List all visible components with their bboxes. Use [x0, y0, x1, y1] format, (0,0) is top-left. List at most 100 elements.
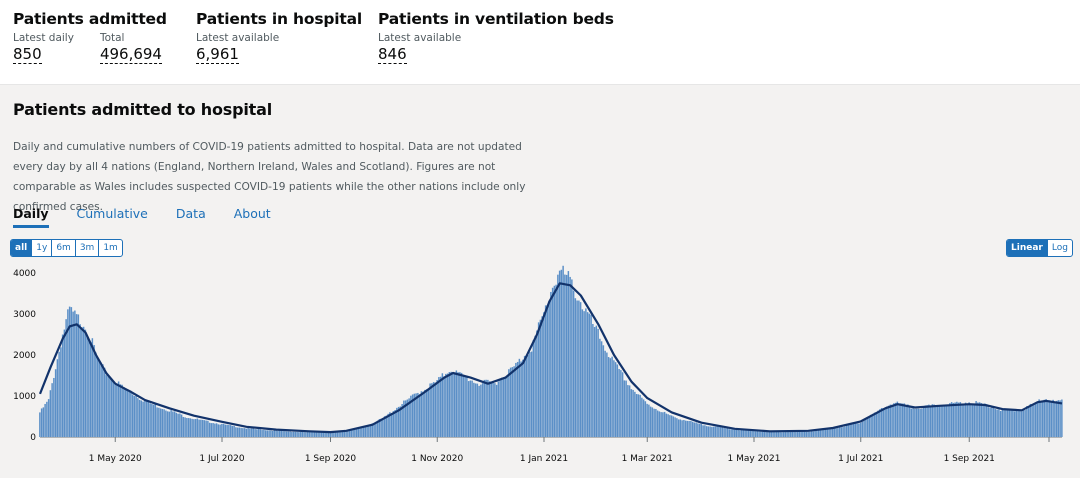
- daily-bar: [896, 401, 899, 437]
- daily-bar: [544, 305, 547, 437]
- daily-bar: [163, 409, 165, 437]
- daily-bar: [268, 430, 270, 437]
- daily-bar: [336, 431, 339, 437]
- range-all-button[interactable]: all: [11, 240, 32, 256]
- daily-bar: [354, 428, 356, 437]
- daily-bar: [128, 390, 130, 437]
- daily-bar: [982, 403, 984, 437]
- daily-bar: [436, 380, 438, 437]
- daily-bar: [215, 423, 218, 437]
- daily-bar: [1043, 399, 1046, 437]
- daily-bar: [943, 406, 946, 437]
- range-3m-button[interactable]: 3m: [74, 240, 99, 256]
- daily-bar: [754, 431, 757, 437]
- daily-bar: [303, 432, 305, 437]
- tab-data[interactable]: Data: [175, 206, 206, 221]
- daily-bar: [509, 367, 512, 437]
- daily-bar: [189, 418, 192, 437]
- daily-bar: [42, 407, 45, 437]
- daily-bar: [378, 419, 381, 437]
- daily-bar: [403, 400, 405, 437]
- metric-value[interactable]: 496,694: [99, 45, 162, 64]
- daily-bar: [142, 401, 144, 437]
- daily-bar: [203, 420, 206, 437]
- daily-bar: [200, 419, 202, 437]
- daily-bar: [845, 425, 848, 437]
- chart-tabs: Daily Cumulative Data About: [13, 206, 271, 228]
- x-tick-label: 1 May 2021: [728, 454, 781, 464]
- card-description: Daily and cumulative numbers of COVID-19…: [13, 141, 526, 213]
- daily-bar: [919, 408, 921, 437]
- daily-bar: [194, 419, 197, 437]
- daily-bar: [228, 424, 230, 437]
- daily-bar: [586, 312, 589, 437]
- daily-bar: [60, 347, 62, 437]
- daily-bar: [936, 405, 939, 437]
- daily-bar: [306, 431, 309, 437]
- daily-bar: [1024, 410, 1026, 437]
- daily-bar: [1048, 400, 1051, 437]
- daily-bar: [933, 404, 935, 437]
- daily-bar: [245, 428, 248, 437]
- daily-bar: [275, 430, 277, 437]
- daily-bar: [425, 389, 428, 437]
- daily-bar: [893, 403, 895, 437]
- daily-bar: [747, 430, 750, 437]
- daily-bar: [266, 430, 269, 437]
- daily-bar: [592, 324, 594, 437]
- metric-value[interactable]: 850: [13, 45, 42, 64]
- daily-bar: [630, 389, 633, 437]
- x-tick-label: 1 Sep 2021: [944, 454, 995, 464]
- daily-bar: [196, 418, 199, 437]
- daily-bar: [910, 408, 913, 437]
- metric-value[interactable]: 846: [378, 45, 407, 64]
- daily-bar: [233, 425, 235, 437]
- daily-bar: [326, 432, 328, 437]
- daily-bar: [998, 409, 1000, 437]
- daily-bar: [711, 426, 713, 437]
- daily-bar: [952, 402, 955, 437]
- scale-log-button[interactable]: Log: [1046, 240, 1072, 256]
- tab-daily[interactable]: Daily: [13, 206, 49, 228]
- daily-bar: [740, 429, 743, 437]
- daily-bar: [1034, 402, 1037, 437]
- daily-bar: [984, 403, 986, 437]
- daily-bar: [112, 381, 115, 437]
- daily-bar: [508, 369, 510, 437]
- daily-bar: [784, 432, 787, 437]
- range-1m-button[interactable]: 1m: [98, 240, 122, 256]
- daily-bar: [828, 428, 830, 437]
- daily-bar: [357, 427, 360, 437]
- headline-admitted: Patients admitted Latest daily 850 Total…: [13, 10, 167, 64]
- metric-label: Latest available: [196, 32, 280, 44]
- daily-bar: [126, 389, 129, 437]
- daily-bar: [966, 403, 969, 437]
- scale-linear-button[interactable]: Linear: [1007, 240, 1047, 256]
- range-1y-button[interactable]: 1y: [31, 240, 51, 256]
- tab-cumulative[interactable]: Cumulative: [76, 206, 148, 221]
- daily-bar: [789, 431, 792, 437]
- range-6m-button[interactable]: 6m: [51, 240, 75, 256]
- daily-bar: [695, 422, 697, 437]
- daily-bar: [324, 432, 326, 437]
- daily-bar: [415, 393, 417, 437]
- daily-bar: [61, 334, 64, 437]
- daily-bar: [569, 276, 571, 437]
- daily-bar: [207, 420, 209, 437]
- daily-bar: [366, 425, 368, 437]
- tab-about[interactable]: About: [233, 206, 271, 221]
- daily-bar: [513, 366, 515, 437]
- daily-bar: [499, 378, 501, 437]
- daily-bar: [464, 376, 466, 437]
- x-tick-label: 1 Jul 2021: [838, 454, 883, 464]
- daily-bar: [565, 274, 568, 437]
- daily-bar: [733, 429, 736, 437]
- daily-bar: [667, 414, 669, 437]
- daily-bar: [369, 424, 372, 437]
- daily-bar: [572, 290, 575, 437]
- daily-bar: [1047, 400, 1049, 437]
- daily-bar: [700, 424, 703, 437]
- daily-bar: [1052, 399, 1054, 437]
- metric-value[interactable]: 6,961: [196, 45, 239, 64]
- daily-bar: [767, 431, 769, 437]
